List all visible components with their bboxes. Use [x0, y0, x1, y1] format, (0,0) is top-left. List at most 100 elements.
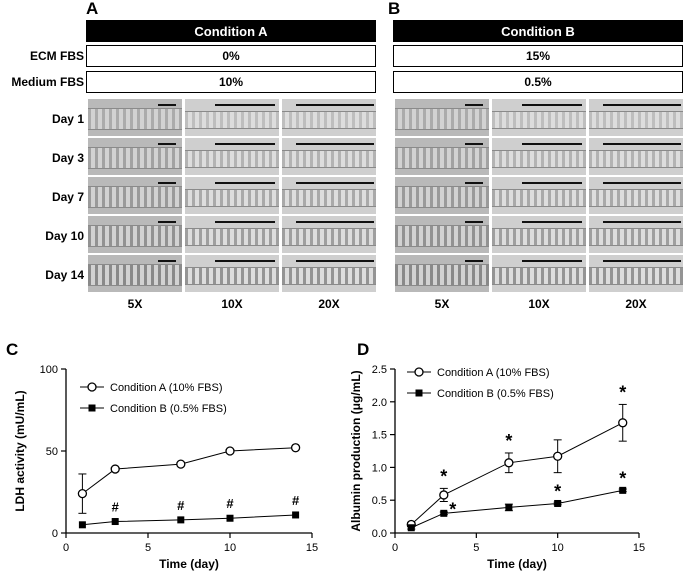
condition-b-ecm-value: 15% [393, 45, 683, 67]
scale-bar [465, 182, 483, 184]
micrograph-image [88, 255, 182, 292]
micrograph-image [395, 255, 489, 292]
significance-marker: # [177, 498, 185, 513]
micrograph-image [185, 99, 279, 136]
significance-marker: # [226, 496, 234, 511]
data-point [554, 499, 562, 507]
panel-label-a: A [86, 0, 99, 18]
micrograph-image [492, 216, 586, 253]
legend-marker [414, 367, 424, 377]
data-point [439, 490, 449, 500]
y-tick-label: 2.5 [372, 364, 387, 376]
legend-marker [88, 404, 96, 412]
significance-marker: * [449, 499, 456, 519]
x-tick-label: 0 [392, 542, 398, 554]
day-label: Day 14 [45, 268, 84, 282]
data-point [177, 516, 185, 524]
data-point [111, 518, 119, 526]
micrograph-image [88, 138, 182, 175]
micrograph-image [88, 99, 182, 136]
micrograph-image [492, 255, 586, 292]
magnification-label: 5X [127, 297, 143, 311]
micrograph-image [492, 138, 586, 175]
data-point [110, 464, 120, 474]
micrograph-image [395, 177, 489, 214]
micrograph-image [185, 255, 279, 292]
x-tick-label: 15 [306, 542, 318, 554]
micrograph-image [282, 138, 376, 175]
micrograph-image [185, 216, 279, 253]
legend-marker [87, 382, 97, 392]
micrograph-image [185, 177, 279, 214]
y-tick-label: 50 [46, 446, 58, 458]
scale-bar [603, 182, 681, 184]
day-label: Day 7 [51, 190, 84, 204]
magnification-label: 5X [434, 297, 450, 311]
micrograph-image [589, 216, 683, 253]
x-tick-label: 5 [145, 542, 151, 554]
scale-bar [465, 104, 483, 106]
scale-bar [158, 143, 176, 145]
condition-a-header: Condition A [86, 20, 376, 42]
y-axis-label: LDH activity (mU/mL) [13, 390, 27, 511]
data-point [407, 524, 415, 532]
ecm-fbs-label: ECM FBS [30, 49, 84, 63]
x-tick-label: 10 [552, 542, 564, 554]
scale-bar [158, 221, 176, 223]
scale-bar [215, 260, 275, 262]
day-label: Day 3 [51, 151, 84, 165]
scale-bar [603, 260, 681, 262]
scale-bar [158, 182, 176, 184]
micrograph-image [589, 177, 683, 214]
scale-bar [603, 221, 681, 223]
data-point [440, 509, 448, 517]
scale-bar [215, 104, 275, 106]
y-tick-label: 1.5 [372, 430, 387, 442]
significance-marker: * [505, 431, 512, 451]
scale-bar [158, 104, 176, 106]
micrograph-image [282, 255, 376, 292]
data-point [226, 514, 234, 522]
micrograph-image [282, 99, 376, 136]
scale-bar [215, 221, 275, 223]
significance-marker: * [619, 382, 626, 402]
legend-label: Condition A (10% FBS) [110, 382, 223, 394]
scale-bar [522, 104, 582, 106]
y-tick-label: 1.0 [372, 462, 387, 474]
y-tick-label: 2.0 [372, 397, 387, 409]
micrograph-image [88, 216, 182, 253]
significance-marker: # [292, 493, 300, 508]
scale-bar [215, 143, 275, 145]
data-point [225, 446, 235, 456]
data-point [292, 511, 300, 519]
condition-a-medium-value: 10% [86, 71, 376, 93]
micrograph-image [185, 138, 279, 175]
micrograph-image [395, 216, 489, 253]
scale-bar [296, 143, 374, 145]
scale-bar [603, 104, 681, 106]
panel-label-c: C [6, 340, 19, 359]
scale-bar [522, 221, 582, 223]
legend-label: Condition A (10% FBS) [437, 367, 550, 379]
micrograph-image [589, 255, 683, 292]
micrograph-image [492, 177, 586, 214]
scale-bar [215, 182, 275, 184]
y-tick-label: 0.5 [372, 495, 387, 507]
legend-marker [415, 389, 423, 397]
ldh-chart: 0 50 100 0 5 10 15 Time (day) LDH activity (mU/m… [13, 364, 318, 571]
data-point [618, 418, 628, 428]
magnification-label: 10X [221, 297, 243, 311]
scale-bar [296, 104, 374, 106]
data-point [505, 503, 513, 511]
scale-bar [465, 143, 483, 145]
condition-b-header: Condition B [393, 20, 683, 42]
significance-marker: * [440, 466, 447, 486]
medium-fbs-label: Medium FBS [11, 75, 84, 89]
y-tick-label: 0.0 [372, 528, 387, 540]
micrograph-image [395, 99, 489, 136]
data-point [77, 488, 88, 499]
scale-bar [522, 143, 582, 145]
scale-bar [296, 182, 374, 184]
magnification-label: 20X [625, 297, 647, 311]
significance-marker: * [554, 481, 561, 501]
